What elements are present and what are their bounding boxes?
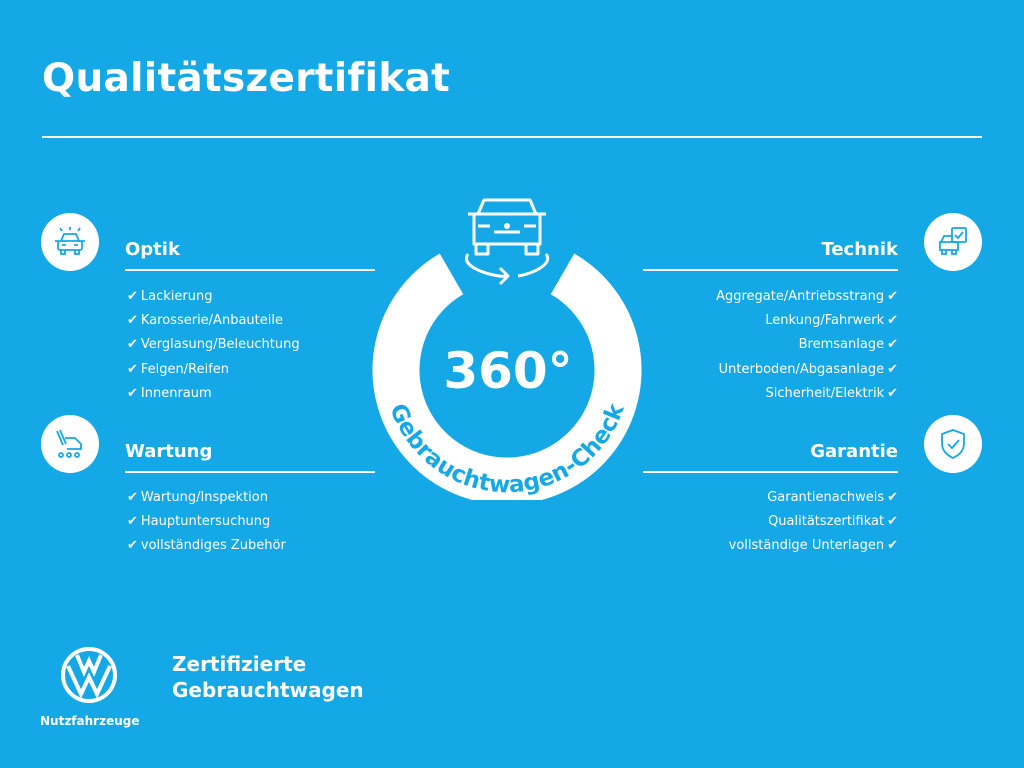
item-label: Lenkung/Fahrwerk [765, 313, 885, 329]
garantie-divider [643, 471, 898, 473]
list-item: ✔ Lackierung [124, 285, 300, 309]
car-rotate-icon [464, 198, 550, 286]
item-label: vollständiges Zubehör [140, 538, 286, 554]
check-icon: ✔ [887, 337, 898, 353]
badge-ring [372, 253, 642, 500]
wrench-van-icon [41, 415, 99, 473]
section-heading-garantie: Garantie [810, 441, 898, 462]
list-item: Aggregate/Antriebsstrang ✔ [716, 285, 901, 309]
vw-logo [61, 647, 117, 703]
list-item: ✔ Hauptuntersuchung [124, 510, 286, 534]
brand-line-1: Zertifizierte [172, 652, 307, 676]
item-label: Bremsanlage [798, 337, 885, 353]
list-item: Unterboden/Abgasanlage ✔ [716, 358, 901, 382]
item-label: Lackierung [140, 289, 213, 304]
item-label: Garantienachweis [767, 490, 885, 505]
section-heading-wartung: Wartung [125, 441, 213, 462]
list-item: ✔ vollständiges Zubehör [124, 534, 286, 558]
item-label: Innenraum [140, 385, 212, 401]
item-label: Wartung/Inspektion [140, 490, 268, 505]
section-heading-optik: Optik [125, 239, 180, 260]
check-icon: ✔ [887, 313, 898, 329]
degrees-label: 360° [443, 342, 572, 400]
list-item: vollständige Unterlagen ✔ [729, 534, 901, 558]
item-label: Qualitätszertifikat [768, 514, 885, 530]
item-label: Aggregate/Antriebsstrang [716, 289, 885, 304]
item-label: Karosserie/Anbauteile [140, 313, 283, 329]
wartung-list: ✔ Wartung/Inspektion ✔ Hauptuntersuchung ✔… [124, 486, 286, 559]
list-item: Qualitätszertifikat ✔ [729, 510, 901, 534]
item-label: Sicherheit/Elektrik [765, 385, 885, 401]
list-item: ✔ Verglasung/Beleuchtung [124, 333, 300, 357]
technik-list: Aggregate/Antriebsstrang ✔ Lenkung/Fahrwe… [716, 285, 901, 406]
check-icon: ✔ [887, 385, 898, 401]
optik-divider [125, 269, 375, 271]
360-check-badge: 360° Gebrauchtwagen-Check [372, 198, 642, 500]
page-title: Qualitätszertifikat [42, 56, 451, 101]
check-icon: ✔ [127, 490, 138, 505]
check-icon: ✔ [887, 538, 898, 554]
check-icon: ✔ [127, 337, 138, 353]
item-label: Verglasung/Beleuchtung [140, 337, 300, 353]
garantie-list: Garantienachweis ✔ Qualitätszertifikat ✔ v… [729, 486, 901, 559]
title-divider [42, 136, 982, 138]
check-icon: ✔ [127, 313, 138, 329]
section-heading-technik: Technik [821, 239, 898, 260]
check-icon: ✔ [887, 514, 898, 530]
list-item: ✔ Karosserie/Anbauteile [124, 309, 300, 333]
check-icon: ✔ [127, 538, 138, 554]
list-item: ✔ Innenraum [124, 382, 300, 406]
check-icon: ✔ [887, 361, 898, 377]
car-checklist-icon [924, 213, 982, 271]
car-lights-icon [41, 213, 99, 271]
brand-line-2: Gebrauchtwagen [172, 678, 364, 702]
list-item: Garantienachweis ✔ [729, 486, 901, 510]
brand-tagline: Zertifizierte Gebrauchtwagen [172, 651, 364, 703]
logo-subtitle: Nutzfahrzeuge [40, 714, 140, 728]
technik-divider [643, 269, 898, 271]
check-icon: ✔ [127, 361, 138, 377]
check-icon: ✔ [127, 289, 138, 304]
check-icon: ✔ [127, 514, 138, 530]
check-icon: ✔ [127, 385, 138, 401]
list-item: ✔ Felgen/Reifen [124, 358, 300, 382]
optik-list: ✔ Lackierung ✔ Karosserie/Anbauteile ✔ Verg… [124, 285, 300, 406]
item-label: Hauptuntersuchung [140, 514, 271, 530]
item-label: Felgen/Reifen [140, 361, 230, 377]
item-label: Unterboden/Abgasanlage [718, 361, 885, 377]
wartung-divider [125, 471, 375, 473]
shield-check-icon [924, 415, 982, 473]
check-icon: ✔ [887, 490, 898, 505]
item-label: vollständige Unterlagen [728, 538, 885, 554]
list-item: Bremsanlage ✔ [716, 333, 901, 357]
list-item: ✔ Wartung/Inspektion [124, 486, 286, 510]
check-icon: ✔ [887, 289, 898, 304]
list-item: Sicherheit/Elektrik ✔ [716, 382, 901, 406]
list-item: Lenkung/Fahrwerk ✔ [716, 309, 901, 333]
